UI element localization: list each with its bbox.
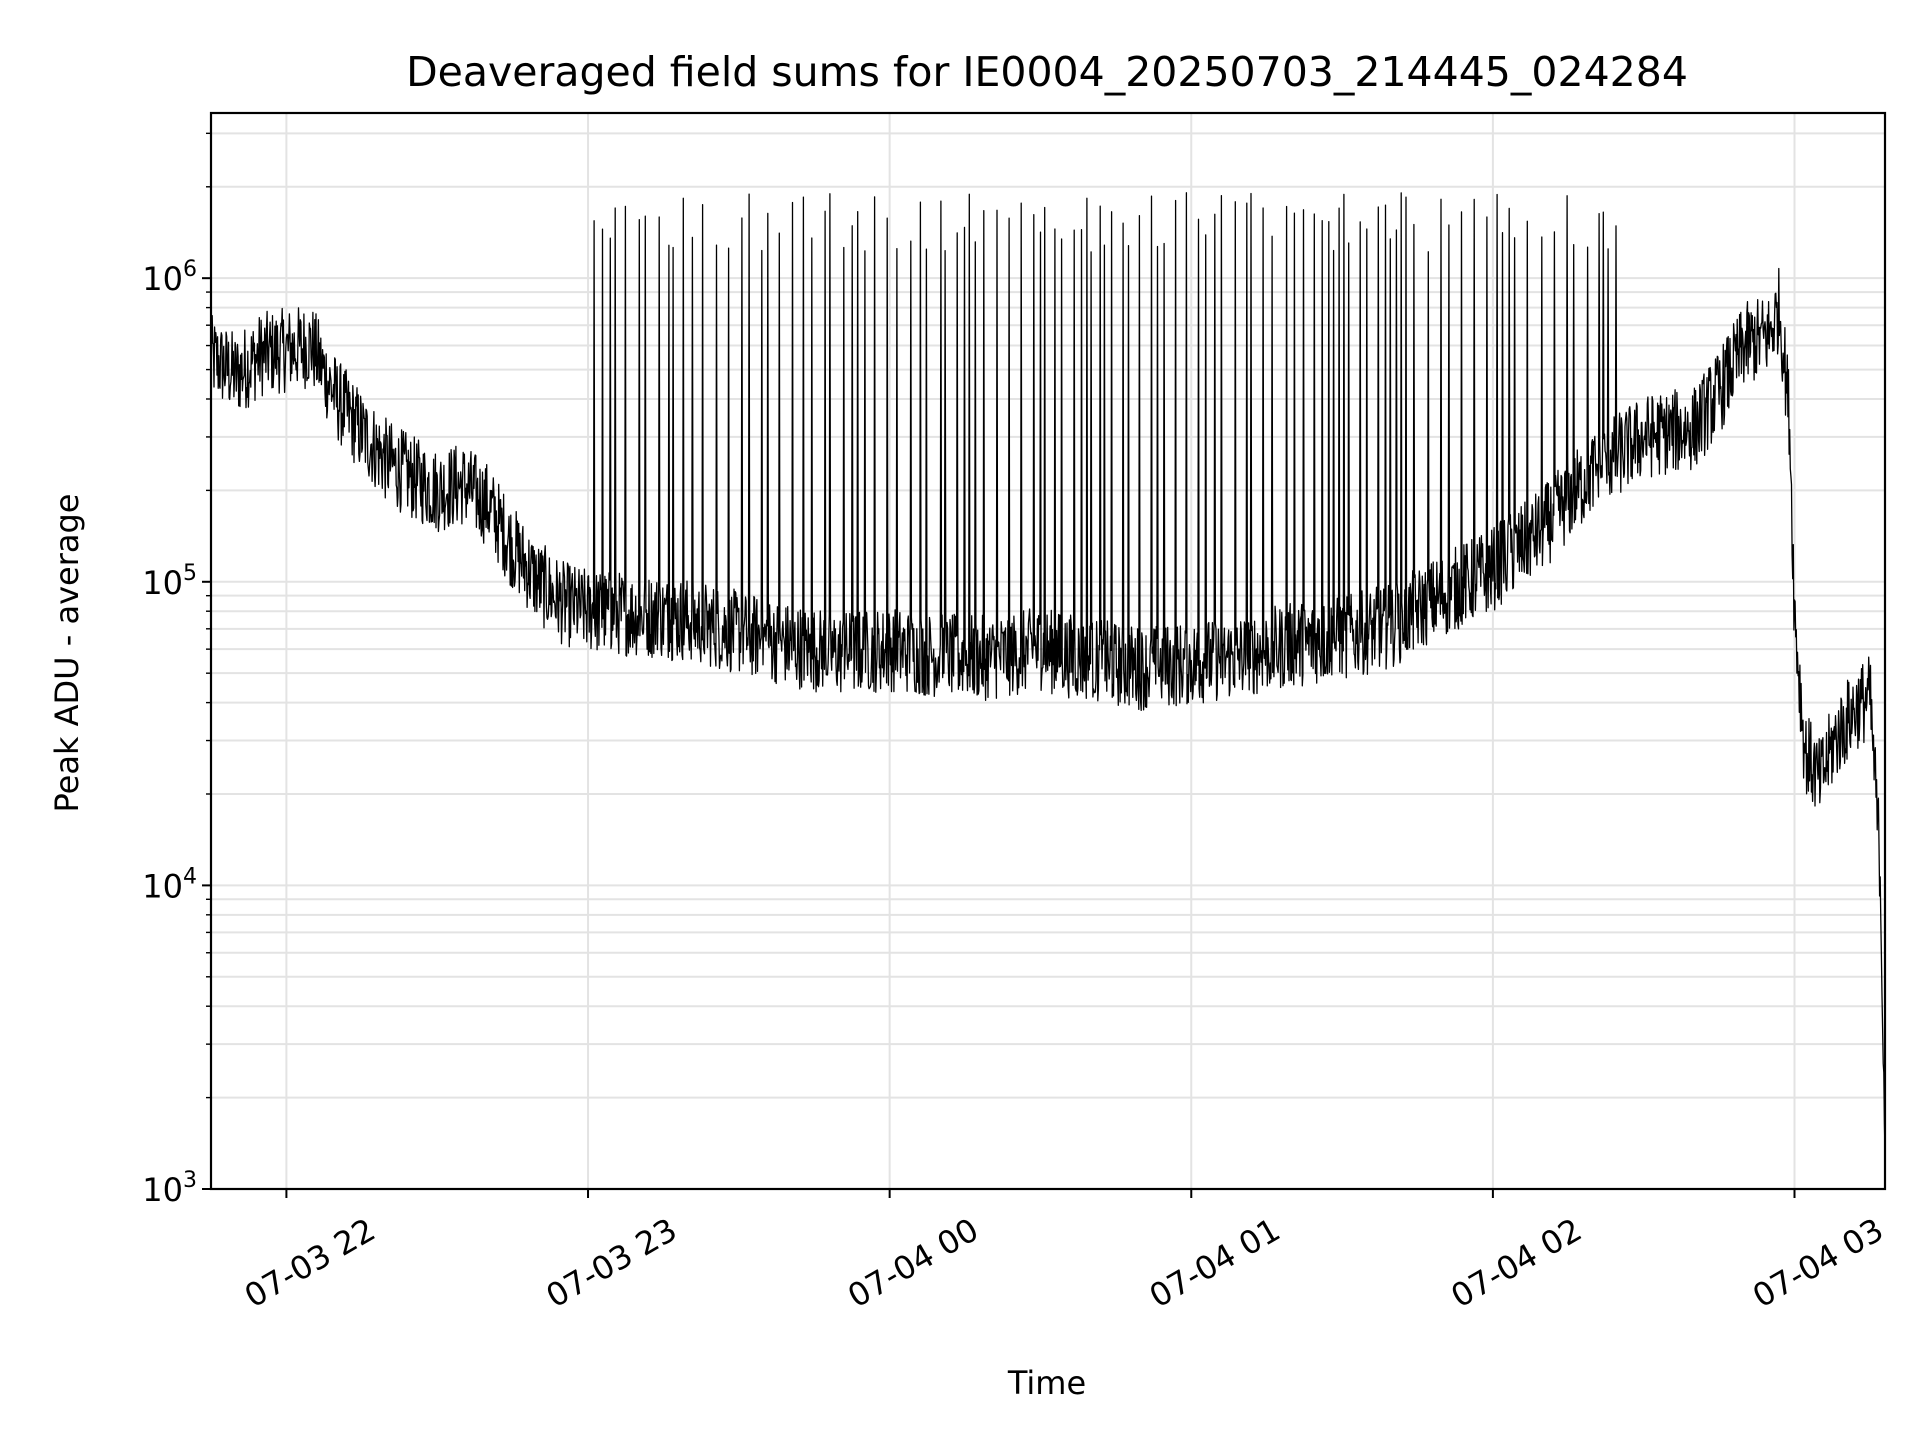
y-tick-label: 103 (142, 1168, 197, 1209)
y-tick-label: 105 (142, 561, 197, 602)
series-line (210, 192, 1886, 1153)
y-tick-label: 106 (142, 257, 197, 298)
grid (211, 113, 1885, 1190)
x-axis-label: Time (1007, 1364, 1086, 1402)
plot-frame (209, 111, 1887, 1191)
y-axis-label: Peak ADU - average (48, 494, 86, 813)
series-layer (210, 192, 1886, 1153)
y-tick-label: 104 (142, 864, 197, 905)
chart-title: Deaveraged field sums for IE0004_2025070… (406, 48, 1688, 96)
